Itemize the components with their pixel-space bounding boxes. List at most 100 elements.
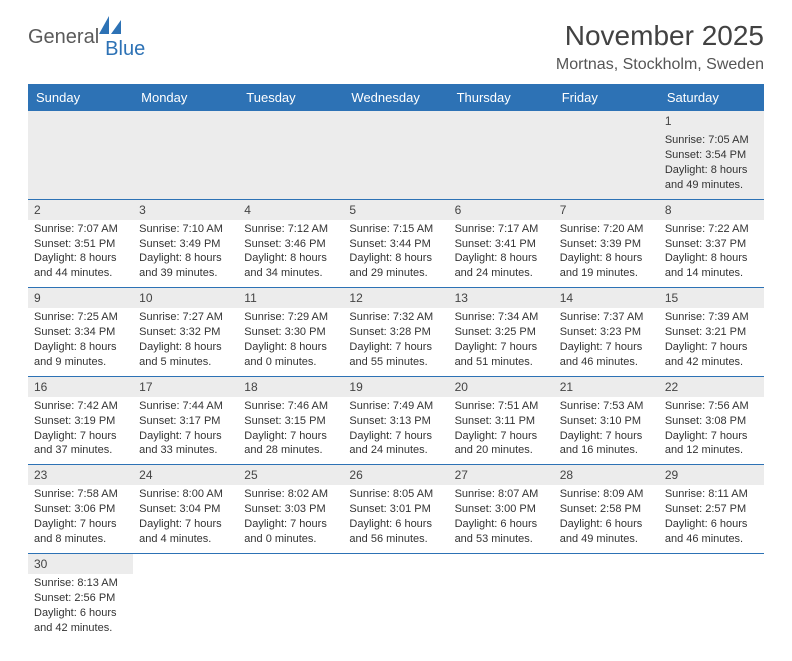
sunset-text: Sunset: 3:17 PM [139,414,232,429]
sunrise-text: Sunrise: 7:39 AM [665,310,758,325]
day-number: 3 [133,200,238,220]
sunrise-text: Sunrise: 7:12 AM [244,222,337,237]
daylight-text: and 42 minutes. [34,621,127,636]
daylight-text: and 51 minutes. [455,355,548,370]
sunrise-text: Sunrise: 7:20 AM [560,222,653,237]
sunrise-text: Sunrise: 8:11 AM [665,487,758,502]
daylight-text: Daylight: 7 hours [560,429,653,444]
calendar-cell: 1Sunrise: 7:05 AMSunset: 3:54 PMDaylight… [659,111,764,199]
sunset-text: Sunset: 3:08 PM [665,414,758,429]
sunrise-text: Sunrise: 8:05 AM [349,487,442,502]
daylight-text: and 5 minutes. [139,355,232,370]
daylight-text: Daylight: 6 hours [34,606,127,621]
sunrise-text: Sunrise: 7:46 AM [244,399,337,414]
daylight-text: and 12 minutes. [665,443,758,458]
sunset-text: Sunset: 3:01 PM [349,502,442,517]
weekday-header: Sunday [28,84,133,111]
sunrise-text: Sunrise: 7:25 AM [34,310,127,325]
calendar-cell [343,553,448,641]
daylight-text: Daylight: 7 hours [665,340,758,355]
daylight-text: Daylight: 8 hours [34,340,127,355]
daylight-text: and 53 minutes. [455,532,548,547]
day-number: 6 [449,200,554,220]
daylight-text: and 9 minutes. [34,355,127,370]
calendar-cell [133,111,238,199]
calendar-cell: 25Sunrise: 8:02 AMSunset: 3:03 PMDayligh… [238,465,343,554]
day-number: 13 [449,288,554,308]
sunset-text: Sunset: 3:46 PM [244,237,337,252]
daylight-text: Daylight: 7 hours [349,340,442,355]
daylight-text: Daylight: 7 hours [139,429,232,444]
calendar-table: SundayMondayTuesdayWednesdayThursdayFrid… [28,84,764,641]
daylight-text: Daylight: 7 hours [455,340,548,355]
logo: General Blue [28,20,145,49]
location-label: Mortnas, Stockholm, Sweden [556,56,764,74]
sunset-text: Sunset: 3:11 PM [455,414,548,429]
sunset-text: Sunset: 3:51 PM [34,237,127,252]
day-number: 15 [659,288,764,308]
day-number: 11 [238,288,343,308]
daylight-text: and 33 minutes. [139,443,232,458]
calendar-cell: 15Sunrise: 7:39 AMSunset: 3:21 PMDayligh… [659,288,764,377]
daylight-text: Daylight: 7 hours [139,517,232,532]
calendar-cell: 2Sunrise: 7:07 AMSunset: 3:51 PMDaylight… [28,199,133,288]
sunset-text: Sunset: 3:00 PM [455,502,548,517]
sunrise-text: Sunrise: 7:22 AM [665,222,758,237]
sunset-text: Sunset: 3:15 PM [244,414,337,429]
calendar-cell: 12Sunrise: 7:32 AMSunset: 3:28 PMDayligh… [343,288,448,377]
daylight-text: Daylight: 8 hours [665,163,758,178]
daylight-text: and 19 minutes. [560,266,653,281]
calendar-cell [133,553,238,641]
daylight-text: and 49 minutes. [560,532,653,547]
daylight-text: and 16 minutes. [560,443,653,458]
calendar-cell: 19Sunrise: 7:49 AMSunset: 3:13 PMDayligh… [343,376,448,465]
daylight-text: Daylight: 7 hours [455,429,548,444]
sunrise-text: Sunrise: 8:09 AM [560,487,653,502]
daylight-text: and 49 minutes. [665,178,758,193]
calendar-cell: 5Sunrise: 7:15 AMSunset: 3:44 PMDaylight… [343,199,448,288]
sunrise-text: Sunrise: 7:51 AM [455,399,548,414]
daylight-text: and 14 minutes. [665,266,758,281]
sunrise-text: Sunrise: 8:07 AM [455,487,548,502]
sunset-text: Sunset: 3:54 PM [665,148,758,163]
day-number: 9 [28,288,133,308]
weekday-header: Friday [554,84,659,111]
sail-icon [99,16,123,39]
day-number: 5 [343,200,448,220]
calendar-cell: 18Sunrise: 7:46 AMSunset: 3:15 PMDayligh… [238,376,343,465]
day-number: 14 [554,288,659,308]
daylight-text: Daylight: 7 hours [244,517,337,532]
calendar-cell: 11Sunrise: 7:29 AMSunset: 3:30 PMDayligh… [238,288,343,377]
daylight-text: Daylight: 7 hours [349,429,442,444]
calendar-cell: 14Sunrise: 7:37 AMSunset: 3:23 PMDayligh… [554,288,659,377]
day-number: 29 [659,465,764,485]
daylight-text: and 20 minutes. [455,443,548,458]
sunrise-text: Sunrise: 7:44 AM [139,399,232,414]
day-number: 2 [28,200,133,220]
day-number: 26 [343,465,448,485]
daylight-text: and 37 minutes. [34,443,127,458]
sunrise-text: Sunrise: 7:07 AM [34,222,127,237]
daylight-text: Daylight: 6 hours [349,517,442,532]
day-number: 10 [133,288,238,308]
day-number: 12 [343,288,448,308]
sunrise-text: Sunrise: 8:00 AM [139,487,232,502]
sunset-text: Sunset: 3:30 PM [244,325,337,340]
daylight-text: Daylight: 6 hours [455,517,548,532]
calendar-cell: 27Sunrise: 8:07 AMSunset: 3:00 PMDayligh… [449,465,554,554]
sunset-text: Sunset: 3:32 PM [139,325,232,340]
daylight-text: and 55 minutes. [349,355,442,370]
daylight-text: Daylight: 6 hours [560,517,653,532]
day-number: 25 [238,465,343,485]
sunset-text: Sunset: 2:58 PM [560,502,653,517]
weekday-header: Tuesday [238,84,343,111]
calendar-cell: 21Sunrise: 7:53 AMSunset: 3:10 PMDayligh… [554,376,659,465]
daylight-text: and 0 minutes. [244,355,337,370]
sunset-text: Sunset: 3:39 PM [560,237,653,252]
calendar-cell: 29Sunrise: 8:11 AMSunset: 2:57 PMDayligh… [659,465,764,554]
header: General Blue November 2025 Mortnas, Stoc… [28,20,764,74]
daylight-text: and 46 minutes. [665,532,758,547]
daylight-text: and 28 minutes. [244,443,337,458]
daylight-text: Daylight: 8 hours [244,251,337,266]
daylight-text: Daylight: 8 hours [139,340,232,355]
